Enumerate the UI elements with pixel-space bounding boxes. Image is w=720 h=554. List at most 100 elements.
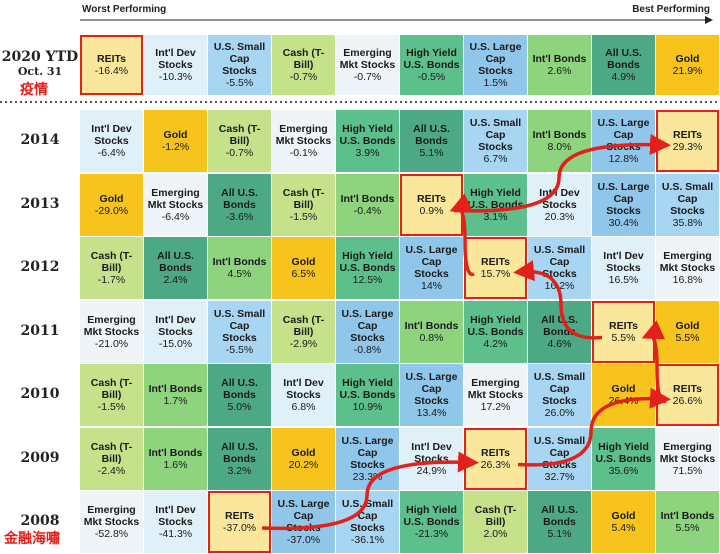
cell: Emerging Mkt Stocks -6.4% [144, 173, 207, 236]
cell: All U.S. Bonds 4.6% [528, 300, 591, 363]
asset-name: High Yield U.S. Bonds [403, 47, 460, 71]
asset-name: All U.S. Bonds [413, 123, 450, 147]
cell: REITs -37.0% [208, 491, 271, 553]
cell: Int'l Dev Stocks 16.5% [592, 237, 655, 299]
return-value: -36.1% [350, 534, 385, 546]
asset-name: U.S. Large Cap Stocks [341, 434, 394, 471]
return-value: -5.5% [225, 343, 254, 356]
asset-name: Cash (T-Bill) [90, 377, 133, 401]
cell: Emerging Mkt Stocks 16.8% [656, 237, 719, 299]
cell: All U.S. Bonds 3.2% [208, 427, 271, 490]
cell: Gold 5.4% [592, 491, 655, 553]
year: 2012 [20, 259, 60, 275]
asset-name: High Yield U.S. Bonds [595, 440, 652, 465]
return-value: -0.1% [289, 147, 318, 159]
cell: High Yield U.S. Bonds 12.5% [336, 237, 399, 299]
cell: All U.S. Bonds 5.0% [208, 364, 271, 426]
asset-name: Cash (T-Bill) [90, 250, 133, 274]
asset-name: Gold [99, 192, 124, 205]
return-value: -0.7% [289, 71, 318, 83]
cell: Emerging Mkt Stocks -21.0% [80, 300, 143, 363]
return-value: -10.3% [158, 71, 193, 83]
trend-arrow [513, 260, 603, 340]
return-value: -52.8% [94, 528, 129, 540]
return-value: 10.9% [352, 401, 383, 413]
note: 金融海嘯 [4, 531, 60, 547]
cell: U.S. Small Cap Stocks -5.5% [208, 300, 271, 363]
return-value: 3.1% [483, 210, 508, 223]
return-value: -37.0% [222, 522, 257, 534]
asset-name: Emerging Mkt Stocks [659, 440, 716, 465]
trend-arrow [641, 320, 667, 404]
asset-name: Emerging Mkt Stocks [275, 123, 332, 147]
return-value: 16.2% [544, 280, 575, 292]
return-value: -41.3% [158, 528, 193, 540]
return-value: 2.0% [483, 528, 508, 540]
return-value: -0.7% [225, 147, 254, 159]
return-value: 4.2% [483, 337, 508, 350]
row-label: 2013 [0, 196, 80, 212]
asset-name: Emerging Mkt Stocks [147, 186, 204, 211]
asset-name: Int'l Bonds [532, 129, 587, 141]
return-value: 3.9% [355, 147, 380, 159]
return-value: 5.5% [611, 331, 636, 344]
return-value: 26.6% [672, 395, 703, 407]
return-value: 6.5% [291, 268, 316, 280]
cell: Cash (T-Bill) -1.7% [80, 237, 143, 299]
cell: All U.S. Bonds 4.9% [592, 35, 655, 95]
cell: U.S. Small Cap Stocks 6.7% [464, 110, 527, 172]
asset-name: REITs [417, 192, 446, 205]
cell: Emerging Mkt Stocks -0.1% [272, 110, 335, 172]
cell: All U.S. Bonds -3.6% [208, 173, 271, 236]
trend-arrow [449, 193, 475, 277]
asset-name: Int'l Bonds [212, 256, 267, 268]
cell: Gold 5.5% [656, 300, 719, 363]
cell: Int'l Dev Stocks -15.0% [144, 300, 207, 363]
return-value: -21.0% [94, 337, 129, 350]
asset-name: High Yield U.S. Bonds [339, 123, 396, 147]
asset-name: Gold [611, 383, 636, 395]
asset-name: U.S. Large Cap Stocks [597, 180, 650, 217]
asset-name: U.S. Small Cap Stocks [341, 498, 394, 534]
cell: Gold 20.2% [272, 427, 335, 490]
asset-name: Int'l Bonds [340, 192, 395, 205]
trend-arrow [517, 387, 671, 467]
asset-name: U.S. Small Cap Stocks [213, 41, 266, 77]
return-value: -16.4% [94, 65, 129, 77]
asset-name: REITs [481, 446, 510, 459]
row-label: 2020 YTD Oct. 31 [0, 49, 80, 78]
cell: U.S. Small Cap Stocks 35.8% [656, 173, 719, 236]
return-value: 35.8% [672, 216, 703, 229]
cell: High Yield U.S. Bonds -0.5% [400, 35, 463, 95]
best-label: Best Performing [632, 4, 710, 15]
asset-name: All U.S. Bonds [221, 377, 258, 401]
cell: High Yield U.S. Bonds 3.1% [464, 173, 527, 236]
cell: Emerging Mkt Stocks -0.7% [336, 35, 399, 95]
asset-name: Int'l Dev Stocks [603, 250, 644, 274]
return-value: -37.0% [286, 534, 321, 546]
asset-name: Cash (T-Bill) [282, 47, 325, 71]
return-value: 35.6% [608, 464, 639, 477]
return-value: 5.1% [419, 147, 444, 159]
asset-name: U.S. Small Cap Stocks [469, 117, 522, 153]
return-value: 32.7% [544, 470, 575, 483]
asset-name: Gold [611, 510, 636, 522]
asset-name: Int'l Dev Stocks [283, 377, 324, 401]
row-label: 2008 [0, 513, 80, 529]
asset-name: REITs [673, 383, 702, 395]
return-value: -2.4% [97, 464, 126, 477]
asset-name: U.S. Small Cap Stocks [533, 434, 586, 471]
note: 疫情 [20, 82, 48, 98]
return-value: 14% [420, 280, 442, 292]
asset-name: Int'l Dev Stocks [411, 440, 452, 465]
return-value: 29.3% [672, 141, 703, 153]
asset-name: Emerging Mkt Stocks [339, 47, 396, 71]
asset-name: High Yield U.S. Bonds [339, 250, 396, 274]
sublabel: Oct. 31 [17, 65, 63, 78]
asset-name: Int'l Bonds [148, 383, 203, 395]
asset-name: U.S. Large Cap Stocks [405, 371, 458, 407]
return-value: 0.8% [419, 331, 444, 344]
year: 2009 [20, 449, 60, 466]
return-value: 16.8% [672, 274, 703, 286]
